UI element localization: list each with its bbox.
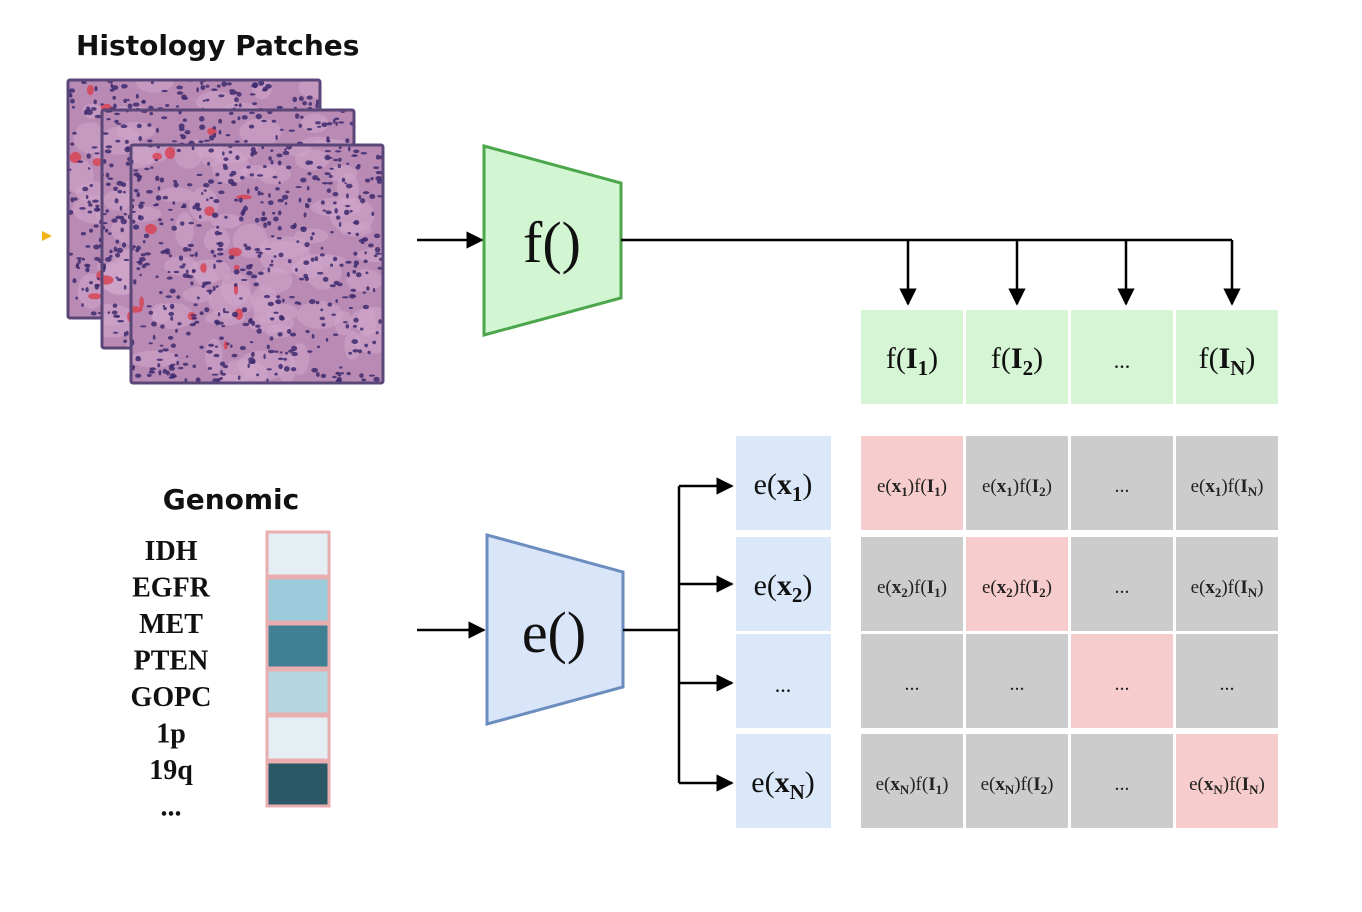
matrix-cell-label: e(x2)f(IN): [1191, 577, 1264, 600]
matrix-cell-label: e(x1)f(I2): [982, 476, 1052, 499]
genomic-encoder-trapezoid: [485, 533, 625, 726]
genomic-embedding-cell: [736, 537, 831, 631]
matrix-cell: [966, 634, 1068, 728]
gene-swatch: [265, 760, 331, 808]
genomic-embedding-label: ...: [775, 672, 792, 697]
matrix-cell-label: ...: [905, 673, 920, 695]
gene-label: MET: [139, 609, 203, 640]
matrix-cell-label: ...: [1115, 576, 1130, 598]
matrix-cell-label: e(x1)f(IN): [1191, 476, 1264, 499]
matrix-cell-label: e(x2)f(I1): [877, 577, 947, 600]
image-embedding-cell: [861, 310, 963, 404]
matrix-cell: [1071, 436, 1173, 530]
genomic-embedding-cell: [736, 734, 831, 828]
matrix-cell: [1176, 537, 1278, 631]
genomic-embedding-cell: [736, 436, 831, 530]
matrix-cell-label: ...: [1220, 673, 1235, 695]
image-embedding-cell: [1071, 310, 1173, 404]
matrix-cell-label: e(xN)f(I2): [981, 774, 1054, 797]
matrix-cell-label: ...: [1115, 673, 1130, 695]
matrix-cell: [861, 734, 963, 828]
matrix-cell-label: ...: [1115, 475, 1130, 497]
matrix-cell: [966, 436, 1068, 530]
image-encoder-output-bus: [621, 238, 1241, 306]
genomic-embedding-cell: [736, 634, 831, 728]
matrix-cell-label: e(x1)f(I1): [877, 476, 947, 499]
gene-label: PTEN: [134, 646, 209, 677]
matrix-cell: [1176, 436, 1278, 530]
gene-swatch: [265, 622, 331, 670]
histology-patch-front: [129, 143, 385, 385]
gene-label: 1p: [156, 719, 186, 750]
image-encoder-label: f(): [523, 210, 581, 275]
image-embedding-label: f(IN): [1199, 342, 1256, 380]
genomic-embedding-label: e(x1): [754, 468, 813, 506]
matrix-cell-diagonal: [1071, 634, 1173, 728]
genomic-title: Genomic: [163, 483, 300, 516]
cursor-marker-icon: [42, 231, 52, 241]
matrix-cell-label: e(x2)f(I2): [982, 577, 1052, 600]
matrix-cell: [1176, 634, 1278, 728]
matrix-cell: [1071, 537, 1173, 631]
genomic-encoder-label: e(): [522, 600, 586, 665]
image-embedding-label: f(I1): [886, 342, 938, 380]
matrix-cell-diagonal: [1176, 734, 1278, 828]
gene-label: EGFR: [132, 573, 211, 604]
gene-swatch-column: [265, 530, 331, 808]
image-embedding-cell: [966, 310, 1068, 404]
gene-swatch: [265, 714, 331, 762]
genomic-embedding-label: e(x2): [754, 569, 813, 607]
matrix-cell: [966, 734, 1068, 828]
matrix-cell-label: e(xN)f(I1): [876, 774, 949, 797]
gene-label: 19q: [149, 755, 193, 786]
genomic-embedding-column: e(x1) e(x2)... e(xN): [736, 436, 831, 828]
matrix-cell: [861, 537, 963, 631]
image-encoder-trapezoid: [482, 144, 623, 337]
image-embedding-label: ...: [1114, 348, 1131, 373]
histology-title: Histology Patches: [76, 29, 359, 62]
gene-swatch: [265, 668, 331, 716]
gene-label-list: IDH EGFR MET PTEN GOPC 1p 19q...: [131, 536, 212, 823]
matrix-cell-label: e(xN)f(IN): [1189, 774, 1265, 797]
similarity-matrix: e(x1)f(I1) e(x1)f(I2)... e(x1)f(IN) e(x2)f(…: [861, 436, 1278, 828]
image-embedding-row: f(I1) f(I2)... f(IN): [861, 310, 1278, 404]
matrix-cell-label: ...: [1010, 673, 1025, 695]
matrix-cell: [1071, 734, 1173, 828]
matrix-cell-label: ...: [1115, 773, 1130, 795]
gene-swatch: [265, 530, 331, 578]
genomic-embedding-label: e(xN): [751, 766, 814, 804]
genomic-encoder-output-branch: [623, 477, 734, 792]
image-embedding-cell: [1176, 310, 1278, 404]
image-embedding-label: f(I2): [991, 342, 1043, 380]
gene-label: IDH: [145, 536, 198, 567]
matrix-cell-diagonal: [861, 436, 963, 530]
matrix-cell: [861, 634, 963, 728]
gene-label: GOPC: [131, 682, 212, 713]
gene-label: ...: [161, 792, 182, 823]
matrix-cell-diagonal: [966, 537, 1068, 631]
gene-swatch: [265, 576, 331, 624]
